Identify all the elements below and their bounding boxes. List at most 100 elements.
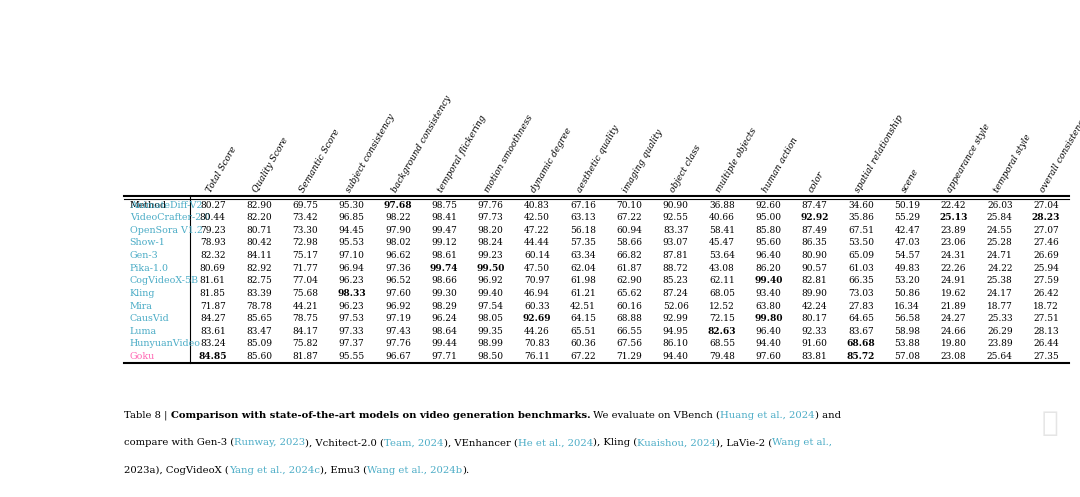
Text: 53.50: 53.50 (848, 239, 874, 248)
Text: scene: scene (900, 166, 920, 194)
Text: 65.62: 65.62 (617, 289, 643, 298)
Text: temporal flickering: temporal flickering (436, 113, 488, 194)
Text: ), VEnhancer (: ), VEnhancer ( (444, 438, 517, 447)
Text: 78.75: 78.75 (293, 314, 319, 323)
Text: 98.22: 98.22 (386, 213, 410, 222)
Text: 66.82: 66.82 (617, 251, 643, 260)
Text: 68.68: 68.68 (847, 339, 875, 348)
Text: 87.47: 87.47 (801, 201, 827, 210)
Text: 99.40: 99.40 (477, 289, 503, 298)
Text: 84.11: 84.11 (246, 251, 272, 260)
Text: 85.65: 85.65 (246, 314, 272, 323)
Text: 58.98: 58.98 (894, 327, 920, 336)
Text: 83.39: 83.39 (246, 289, 272, 298)
Text: 47.03: 47.03 (894, 239, 920, 248)
Text: 25.94: 25.94 (1034, 264, 1059, 273)
Text: 73.42: 73.42 (293, 213, 319, 222)
Text: 99.35: 99.35 (477, 327, 503, 336)
Text: Gen-3: Gen-3 (130, 251, 159, 260)
Text: compare with Gen-3 (: compare with Gen-3 ( (124, 438, 234, 447)
Text: 96.23: 96.23 (339, 276, 364, 285)
Text: 96.85: 96.85 (339, 213, 365, 222)
Text: 97.36: 97.36 (386, 264, 410, 273)
Text: 42.47: 42.47 (894, 226, 920, 235)
Text: 61.03: 61.03 (848, 264, 874, 273)
Text: 83.24: 83.24 (200, 339, 226, 348)
Text: 44.26: 44.26 (524, 327, 550, 336)
Text: 96.92: 96.92 (477, 276, 503, 285)
Text: 99.23: 99.23 (477, 251, 503, 260)
Text: 85.23: 85.23 (663, 276, 689, 285)
Text: 85.80: 85.80 (755, 226, 781, 235)
Text: imaging quality: imaging quality (622, 128, 665, 194)
Text: OpenSora V1.2: OpenSora V1.2 (130, 226, 202, 235)
Text: 98.41: 98.41 (431, 213, 457, 222)
Text: 65.51: 65.51 (570, 327, 596, 336)
Text: 23.06: 23.06 (941, 239, 967, 248)
Text: 53.88: 53.88 (894, 339, 920, 348)
Text: ).: ). (462, 466, 469, 475)
Text: background consistency: background consistency (390, 94, 454, 194)
Text: 82.20: 82.20 (246, 213, 272, 222)
Text: 88.72: 88.72 (663, 264, 689, 273)
Text: 27.07: 27.07 (1034, 226, 1058, 235)
Text: 18.77: 18.77 (987, 302, 1013, 311)
Text: 18.72: 18.72 (1034, 302, 1058, 311)
Text: 78.78: 78.78 (246, 302, 272, 311)
Text: 47.22: 47.22 (524, 226, 550, 235)
Text: 78.93: 78.93 (200, 239, 226, 248)
Text: Total Score: Total Score (205, 145, 239, 194)
Text: CogVideoX-5B: CogVideoX-5B (130, 276, 199, 285)
Text: 97.73: 97.73 (477, 213, 503, 222)
Text: ), Emu3 (: ), Emu3 ( (320, 466, 367, 475)
Text: 24.91: 24.91 (941, 276, 967, 285)
Text: 72.98: 72.98 (293, 239, 319, 248)
Text: 98.50: 98.50 (477, 352, 503, 361)
Text: 98.99: 98.99 (477, 339, 503, 348)
Text: 81.87: 81.87 (293, 352, 319, 361)
Text: motion smoothness: motion smoothness (483, 113, 535, 194)
Text: 25.33: 25.33 (987, 314, 1013, 323)
Text: 23.08: 23.08 (941, 352, 967, 361)
Text: 40.66: 40.66 (710, 213, 734, 222)
Text: 98.20: 98.20 (477, 226, 503, 235)
Text: Runway, 2023: Runway, 2023 (234, 438, 306, 447)
Text: object class: object class (667, 143, 702, 194)
Text: 24.17: 24.17 (987, 289, 1013, 298)
Text: 80.27: 80.27 (200, 201, 226, 210)
Text: 80.71: 80.71 (246, 226, 272, 235)
Text: 82.75: 82.75 (246, 276, 272, 285)
Text: Semantic Score: Semantic Score (298, 127, 341, 194)
Text: 97.37: 97.37 (339, 339, 365, 348)
Text: 55.29: 55.29 (894, 213, 920, 222)
Text: 36.88: 36.88 (710, 201, 734, 210)
Text: 65.09: 65.09 (848, 251, 874, 260)
Text: 27.04: 27.04 (1034, 201, 1058, 210)
Text: 44.21: 44.21 (293, 302, 319, 311)
Text: color: color (807, 169, 826, 194)
Text: 96.62: 96.62 (386, 251, 410, 260)
Text: 70.97: 70.97 (524, 276, 550, 285)
Text: 24.27: 24.27 (941, 314, 967, 323)
Text: Show-1: Show-1 (130, 239, 165, 248)
Text: 97.19: 97.19 (384, 314, 410, 323)
Text: 95.30: 95.30 (339, 201, 365, 210)
Text: ), Kling (: ), Kling ( (593, 438, 637, 447)
Text: HunyuanVideo: HunyuanVideo (130, 339, 201, 348)
Text: 22.42: 22.42 (941, 201, 967, 210)
Text: 96.67: 96.67 (384, 352, 410, 361)
Text: 99.44: 99.44 (431, 339, 457, 348)
Text: Wang et al.,: Wang et al., (772, 438, 833, 447)
Text: 25.84: 25.84 (987, 213, 1013, 222)
Text: 66.35: 66.35 (848, 276, 874, 285)
Text: 26.69: 26.69 (1034, 251, 1058, 260)
Text: 60.36: 60.36 (570, 339, 596, 348)
Text: 28.13: 28.13 (1034, 327, 1058, 336)
Text: 95.55: 95.55 (338, 352, 365, 361)
Text: 95.53: 95.53 (339, 239, 365, 248)
Text: 82.81: 82.81 (801, 276, 827, 285)
Text: 61.98: 61.98 (570, 276, 596, 285)
Text: 57.08: 57.08 (894, 352, 920, 361)
Text: 92.60: 92.60 (755, 201, 781, 210)
Text: ), Vchitect-2.0 (: ), Vchitect-2.0 ( (306, 438, 384, 447)
